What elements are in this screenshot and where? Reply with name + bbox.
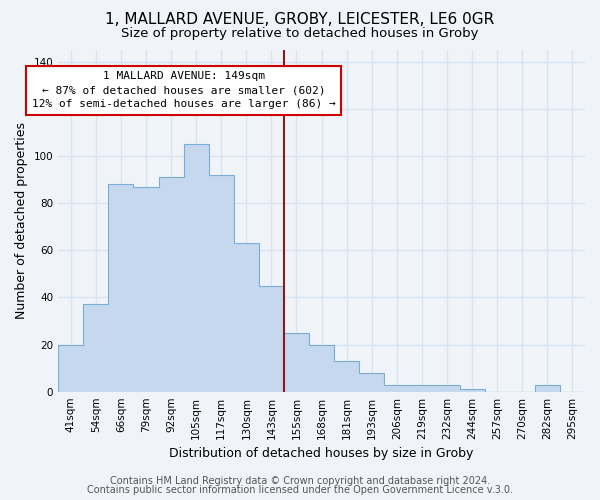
X-axis label: Distribution of detached houses by size in Groby: Distribution of detached houses by size …	[169, 447, 474, 460]
Text: Size of property relative to detached houses in Groby: Size of property relative to detached ho…	[121, 28, 479, 40]
Text: Contains public sector information licensed under the Open Government Licence v.: Contains public sector information licen…	[87, 485, 513, 495]
Y-axis label: Number of detached properties: Number of detached properties	[15, 122, 28, 320]
Text: 1 MALLARD AVENUE: 149sqm
← 87% of detached houses are smaller (602)
12% of semi-: 1 MALLARD AVENUE: 149sqm ← 87% of detach…	[32, 71, 335, 109]
Text: Contains HM Land Registry data © Crown copyright and database right 2024.: Contains HM Land Registry data © Crown c…	[110, 476, 490, 486]
Text: 1, MALLARD AVENUE, GROBY, LEICESTER, LE6 0GR: 1, MALLARD AVENUE, GROBY, LEICESTER, LE6…	[106, 12, 494, 28]
